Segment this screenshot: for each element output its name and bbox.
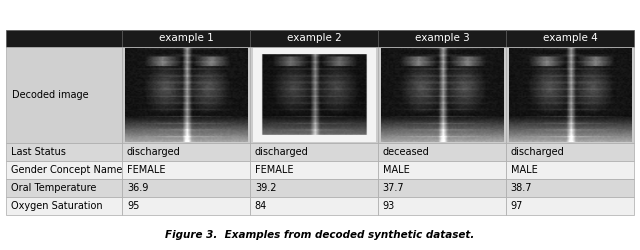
- Text: discharged: discharged: [511, 147, 564, 157]
- Text: 93: 93: [383, 201, 395, 211]
- Bar: [6, 47, 122, 143]
- Bar: [250, 47, 378, 143]
- Text: example 3: example 3: [415, 33, 470, 43]
- Bar: [122, 179, 250, 197]
- Bar: [122, 161, 250, 179]
- Text: Oxygen Saturation: Oxygen Saturation: [11, 201, 102, 211]
- Bar: [250, 30, 378, 47]
- Bar: [378, 30, 506, 47]
- Bar: [6, 179, 122, 197]
- Bar: [506, 179, 634, 197]
- Bar: [378, 143, 506, 161]
- Text: FEMALE: FEMALE: [255, 165, 293, 175]
- Bar: [378, 47, 506, 143]
- Text: Figure 3.  Examples from decoded synthetic dataset.: Figure 3. Examples from decoded syntheti…: [165, 230, 475, 240]
- Text: MALE: MALE: [511, 165, 538, 175]
- Bar: [506, 47, 634, 143]
- Bar: [122, 47, 250, 143]
- Text: Decoded image: Decoded image: [12, 90, 88, 100]
- Bar: [378, 179, 506, 197]
- Text: 39.2: 39.2: [255, 183, 276, 193]
- Text: 95: 95: [127, 201, 140, 211]
- Bar: [250, 179, 378, 197]
- Bar: [6, 161, 122, 179]
- Bar: [378, 161, 506, 179]
- Text: MALE: MALE: [383, 165, 410, 175]
- Text: 97: 97: [511, 201, 523, 211]
- Text: 84: 84: [255, 201, 267, 211]
- Text: 38.7: 38.7: [511, 183, 532, 193]
- Text: example 4: example 4: [543, 33, 598, 43]
- Text: 37.7: 37.7: [383, 183, 404, 193]
- Text: FEMALE: FEMALE: [127, 165, 165, 175]
- Bar: [250, 197, 378, 215]
- Text: Gender Concept Name: Gender Concept Name: [11, 165, 122, 175]
- Bar: [506, 30, 634, 47]
- Text: Last Status: Last Status: [11, 147, 66, 157]
- Text: Oral Temperature: Oral Temperature: [11, 183, 96, 193]
- Bar: [378, 197, 506, 215]
- Bar: [122, 197, 250, 215]
- Text: example 2: example 2: [287, 33, 342, 43]
- Bar: [250, 143, 378, 161]
- Bar: [122, 30, 250, 47]
- Bar: [506, 143, 634, 161]
- Bar: [6, 143, 122, 161]
- Text: discharged: discharged: [255, 147, 308, 157]
- Bar: [122, 143, 250, 161]
- Text: discharged: discharged: [127, 147, 180, 157]
- Bar: [250, 161, 378, 179]
- Bar: [6, 30, 122, 47]
- Bar: [506, 197, 634, 215]
- Text: deceased: deceased: [383, 147, 429, 157]
- Text: 36.9: 36.9: [127, 183, 148, 193]
- Text: example 1: example 1: [159, 33, 214, 43]
- Bar: [506, 161, 634, 179]
- Bar: [6, 197, 122, 215]
